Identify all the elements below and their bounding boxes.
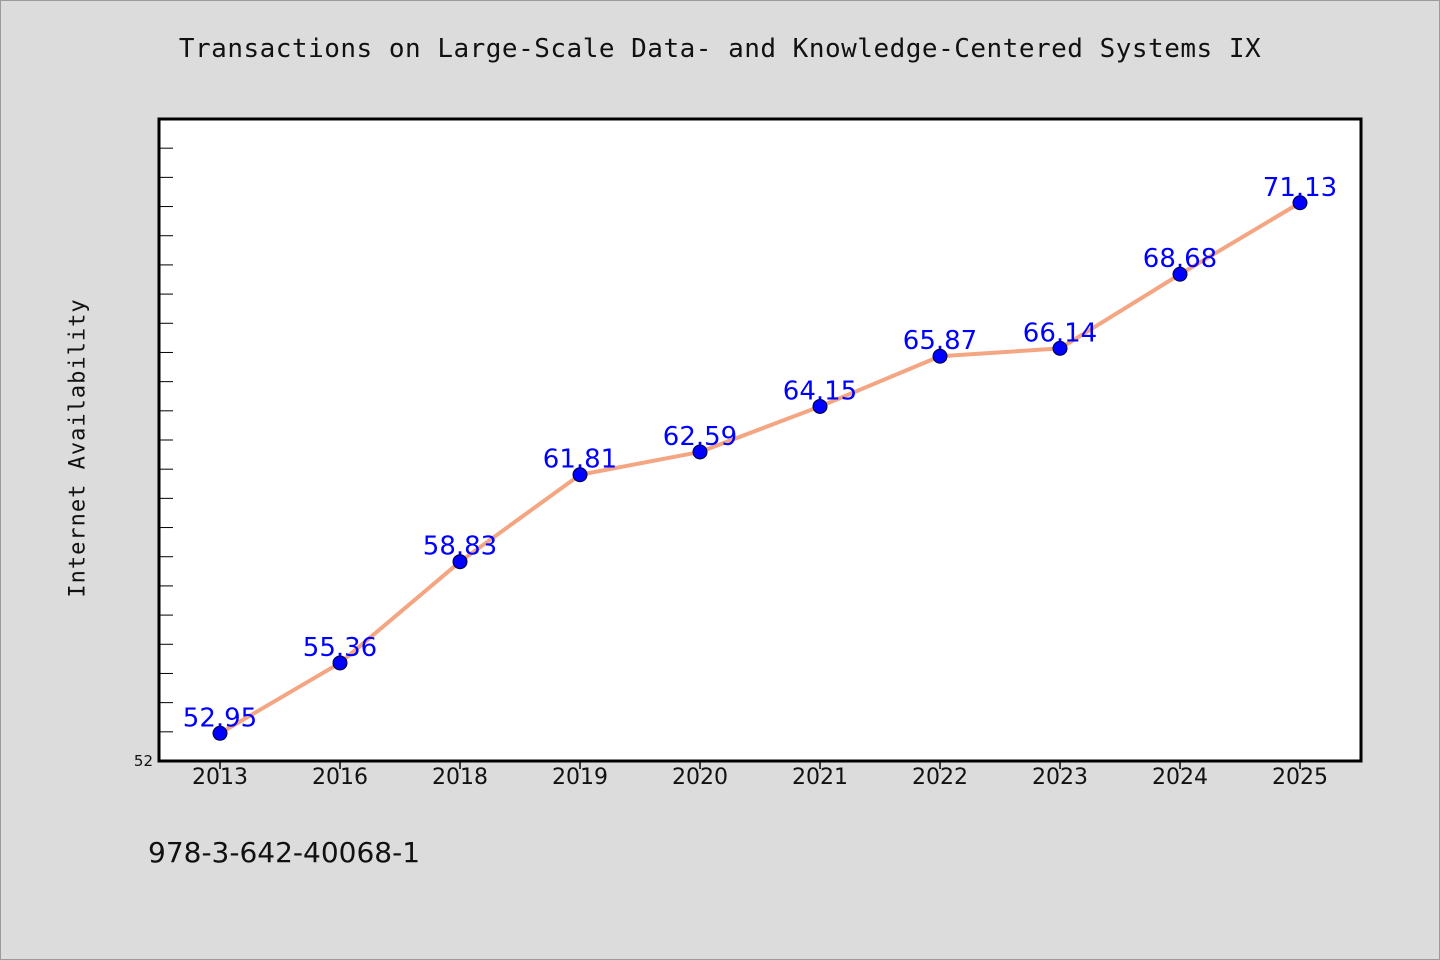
data-point	[812, 398, 828, 414]
data-label: 68.68	[1143, 244, 1217, 274]
y-axis-ticks: 52	[134, 147, 173, 770]
x-tick-label: 2016	[312, 765, 368, 790]
plot-area	[157, 117, 1363, 763]
x-tick-label: 2020	[672, 765, 728, 790]
y-tick-label: 52	[134, 752, 153, 770]
data-label: 64.15	[783, 376, 857, 406]
data-point	[212, 725, 228, 741]
data-label: 55.36	[303, 633, 377, 663]
data-label: 58.83	[423, 532, 497, 562]
data-label: 66.14	[1023, 318, 1097, 348]
series-group: 52.95 55.36 58.83 61.81 62.59 64.15 65.87 66.14…	[183, 173, 1337, 741]
x-tick-label: 2023	[1032, 765, 1088, 790]
data-point	[1052, 340, 1068, 356]
data-label: 62.59	[663, 422, 737, 452]
series-line	[218, 200, 1302, 736]
data-point	[1172, 266, 1188, 282]
data-point	[1292, 195, 1308, 211]
x-tick-label: 2025	[1272, 765, 1328, 790]
data-point	[332, 655, 348, 671]
data-label: 65.87	[903, 326, 977, 356]
data-label: 52.95	[183, 703, 257, 733]
x-tick-label: 2022	[912, 765, 968, 790]
x-tick-label: 2019	[552, 765, 608, 790]
x-tick-label: 2021	[792, 765, 848, 790]
x-axis-ticks: 2013 2016 2018 2019 2020 2021 2022 2023 2024 2025	[192, 761, 1328, 790]
data-label: 61.81	[543, 445, 617, 475]
x-tick-label: 2024	[1152, 765, 1208, 790]
x-tick-label: 2013	[192, 765, 248, 790]
data-point	[932, 348, 948, 364]
data-point	[692, 444, 708, 460]
x-tick-label: 2018	[432, 765, 488, 790]
data-label: 71.13	[1263, 173, 1337, 203]
isbn-text: 978-3-642-40068-1	[148, 836, 421, 869]
chart-title: Transactions on Large-Scale Data- and Kn…	[178, 34, 1262, 64]
data-point	[572, 467, 588, 483]
data-point	[452, 554, 468, 570]
